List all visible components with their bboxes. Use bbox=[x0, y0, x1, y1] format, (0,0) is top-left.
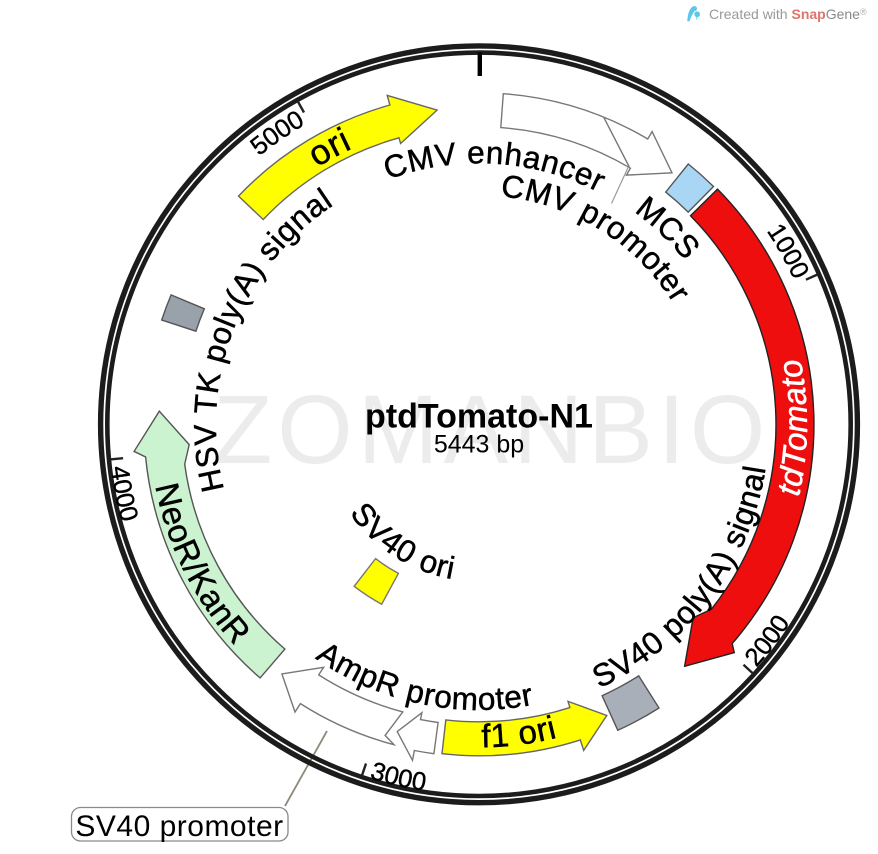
svg-text:SV40 promoter: SV40 promoter bbox=[75, 810, 283, 843]
svg-text:Created with SnapGene®: Created with SnapGene® bbox=[709, 6, 867, 22]
svg-text:ZOMANBIO: ZOMANBIO bbox=[213, 375, 770, 484]
svg-text:5443 bp: 5443 bp bbox=[434, 431, 524, 459]
svg-text:ptdTomato-N1: ptdTomato-N1 bbox=[365, 398, 593, 436]
